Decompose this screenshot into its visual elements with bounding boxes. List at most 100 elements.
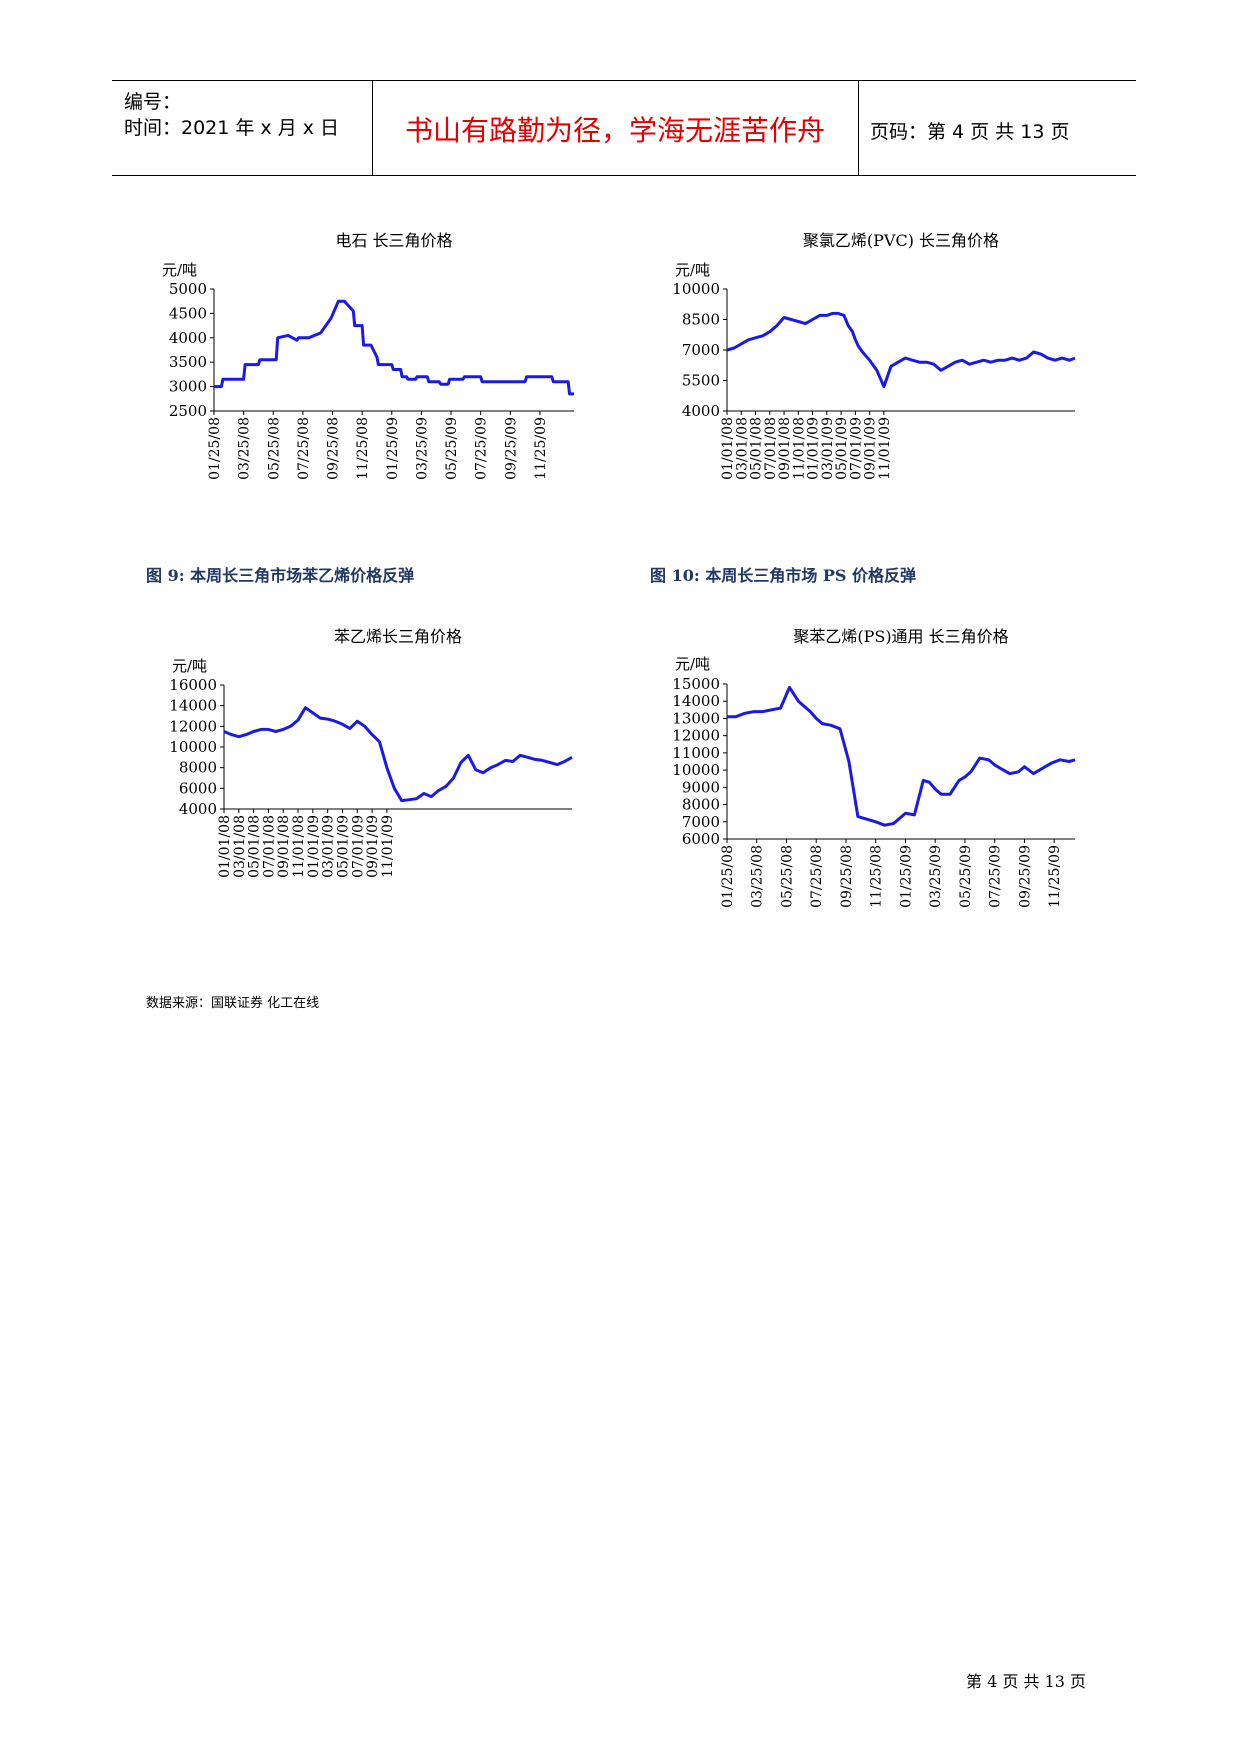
y-tick-label: 6000 xyxy=(179,779,217,797)
page-header: 编号： 时间：2021 年 x 月 x 日 书山有路勤为径，学海无涯苦作舟 页码… xyxy=(112,80,1136,176)
x-tick-label: 07/01/08 xyxy=(763,417,779,480)
x-tick-label: 07/01/09 xyxy=(350,815,366,878)
y-tick-label: 12000 xyxy=(672,727,720,745)
x-tick-label: 01/01/08 xyxy=(720,417,736,480)
x-tick-label: 03/25/09 xyxy=(928,845,944,908)
x-tick-label: 05/25/08 xyxy=(266,417,282,480)
x-tick-label: 09/25/08 xyxy=(839,845,855,908)
y-tick-label: 7000 xyxy=(682,341,720,359)
header-divider-2 xyxy=(858,81,859,175)
chart-calcium-carbide: 电石 长三角价格元/吨 2500 3000 3500 4000 4500 5000 01/25… xyxy=(142,224,582,514)
y-axis-label: 元/吨 xyxy=(162,261,197,279)
x-tick-label: 05/01/09 xyxy=(335,815,351,878)
x-tick-label: 03/01/09 xyxy=(820,417,836,480)
chart-title: 苯乙烯长三角价格 xyxy=(334,627,462,646)
x-tick-label: 11/25/09 xyxy=(533,417,549,480)
x-tick-label: 09/01/08 xyxy=(276,815,292,878)
header-motto: 书山有路勤为径，学海无涯苦作舟 xyxy=(404,114,825,147)
y-axis-label: 元/吨 xyxy=(675,261,710,279)
x-tick-label: 09/01/08 xyxy=(777,417,793,480)
series-line xyxy=(223,706,573,803)
y-tick-label: 10000 xyxy=(169,738,217,756)
x-tick-label: 07/01/09 xyxy=(848,417,864,480)
y-tick-label: 11000 xyxy=(672,744,720,762)
x-tick-label: 03/01/09 xyxy=(321,815,337,878)
chart-title: 聚氯乙烯(PVC) 长三角价格 xyxy=(803,231,999,250)
figure-9-caption: 图 9: 本周长三角市场苯乙烯价格反弹 xyxy=(146,566,415,585)
chart-ps: 聚苯乙烯(PS)通用 长三角价格元/吨 6000 7000 8000 9000 10000… xyxy=(655,620,1095,940)
header-page-number: 页码：第 4 页 共 13 页 xyxy=(870,121,1070,143)
x-tick-label: 07/25/08 xyxy=(809,845,825,908)
date-text: 时间：2021 年 x 月 x 日 xyxy=(124,117,340,139)
x-tick-label: 07/25/08 xyxy=(296,417,312,480)
series-line xyxy=(214,299,574,396)
data-source: 数据来源：国联证券 化工在线 xyxy=(146,996,320,1011)
x-tick-label: 05/25/09 xyxy=(444,417,460,480)
figure-10-caption: 图 10: 本周长三角市场 PS 价格反弹 xyxy=(650,566,917,585)
x-tick-label: 11/01/08 xyxy=(291,815,307,878)
serial-label: 编号： xyxy=(124,91,182,113)
y-tick-label: 8000 xyxy=(179,759,217,777)
x-tick-label: 01/01/09 xyxy=(306,815,322,878)
x-tick-label: 01/25/08 xyxy=(207,417,223,480)
x-tick-label: 01/25/09 xyxy=(898,845,914,908)
y-tick-label: 4000 xyxy=(169,329,207,347)
x-tick-label: 09/01/09 xyxy=(863,417,879,480)
y-tick-label: 7000 xyxy=(682,813,720,831)
y-tick-label: 6000 xyxy=(682,830,720,848)
chart-styrene: 苯乙烯长三角价格 元/吨 4000 6000 8000 10000 12000 14000 16… xyxy=(142,620,582,940)
y-tick-label: 5000 xyxy=(169,280,207,298)
y-tick-label: 12000 xyxy=(169,717,217,735)
x-tick-label: 01/25/08 xyxy=(720,845,736,908)
y-tick-label: 8500 xyxy=(682,311,720,329)
y-tick-label: 4000 xyxy=(179,800,217,818)
y-tick-label: 4000 xyxy=(682,402,720,420)
y-tick-label: 10000 xyxy=(672,280,720,298)
x-tick-label: 11/25/08 xyxy=(355,417,371,480)
header-divider-1 xyxy=(372,81,373,175)
x-tick-label: 09/01/09 xyxy=(365,815,381,878)
x-tick-label: 11/25/08 xyxy=(869,845,885,908)
x-tick-label: 03/01/08 xyxy=(232,815,248,878)
y-tick-label: 8000 xyxy=(682,796,720,814)
x-tick-label: 01/01/09 xyxy=(806,417,822,480)
x-tick-label: 01/25/09 xyxy=(385,417,401,480)
chart-title: 聚苯乙烯(PS)通用 长三角价格 xyxy=(793,627,1008,646)
y-tick-label: 14000 xyxy=(169,697,217,715)
x-tick-label: 11/01/09 xyxy=(380,815,396,878)
x-tick-label: 07/25/09 xyxy=(474,417,490,480)
x-tick-label: 09/25/08 xyxy=(326,417,342,480)
x-tick-label: 05/01/08 xyxy=(749,417,765,480)
x-tick-label: 11/25/09 xyxy=(1047,845,1063,908)
x-tick-label: 05/25/08 xyxy=(779,845,795,908)
chart-pvc: 聚氯乙烯(PVC) 长三角价格元/吨 4000 5500 7000 8500 10000 0… xyxy=(655,224,1095,514)
y-tick-label: 13000 xyxy=(672,709,720,727)
chart-title: 电石 长三角价格 xyxy=(335,231,452,250)
x-tick-label: 03/25/08 xyxy=(237,417,253,480)
y-tick-label: 4500 xyxy=(169,304,207,322)
x-tick-label: 05/01/08 xyxy=(247,815,263,878)
x-tick-label: 11/01/08 xyxy=(791,417,807,480)
x-tick-label: 03/25/08 xyxy=(750,845,766,908)
y-tick-label: 2500 xyxy=(169,402,207,420)
y-tick-label: 9000 xyxy=(682,778,720,796)
x-tick-label: 03/01/08 xyxy=(734,417,750,480)
y-tick-label: 5500 xyxy=(682,372,720,390)
y-axis-label: 元/吨 xyxy=(172,657,207,675)
y-tick-label: 10000 xyxy=(672,761,720,779)
series-line xyxy=(726,311,1076,389)
x-tick-label: 01/01/08 xyxy=(217,815,233,878)
y-tick-label: 14000 xyxy=(672,692,720,710)
x-tick-label: 09/25/09 xyxy=(503,417,519,480)
y-tick-label: 3000 xyxy=(169,378,207,396)
y-tick-label: 3500 xyxy=(169,353,207,371)
x-tick-label: 07/25/09 xyxy=(988,845,1004,908)
page-footer: 第 4 页 共 13 页 xyxy=(966,1672,1086,1691)
x-tick-label: 05/01/09 xyxy=(834,417,850,480)
y-axis-label: 元/吨 xyxy=(675,655,710,673)
x-tick-label: 09/25/09 xyxy=(1017,845,1033,908)
